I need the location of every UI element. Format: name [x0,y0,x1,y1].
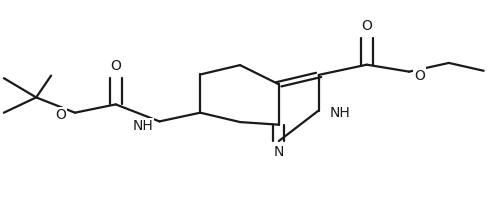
Text: O: O [362,19,372,33]
Text: NH: NH [330,106,350,120]
Text: NH: NH [132,119,153,133]
Text: O: O [55,108,66,122]
Text: O: O [110,59,121,73]
Text: N: N [274,145,284,159]
Text: O: O [414,69,425,83]
